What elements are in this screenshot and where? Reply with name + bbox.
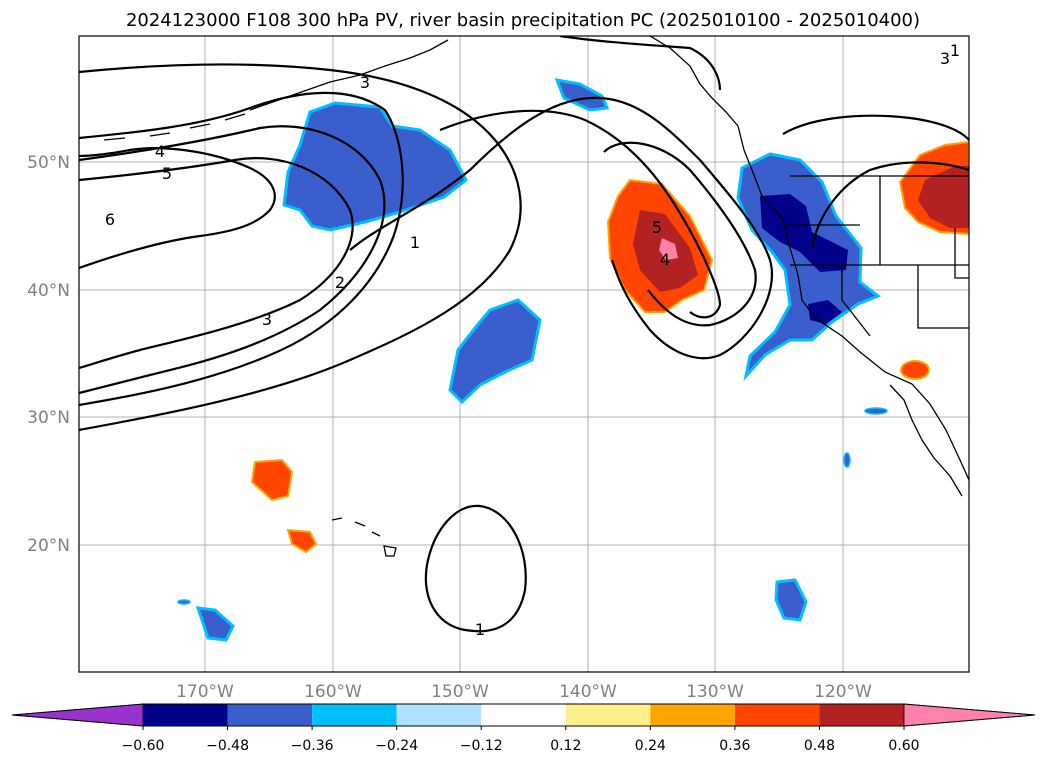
precip-area-small-west [177,599,191,605]
map-frame [78,35,970,673]
lat-label: 40°N [27,281,70,301]
contour-label: 1 [950,41,960,60]
precip-area-offshore-peak [659,238,678,260]
alaska-coastline [249,36,745,151]
colorbar: −0.60 −0.48 −0.36 −0.24 −0.12 0.12 0.24 0.36 0.4… [11,703,1036,754]
precip-area-pnw-strong [760,194,848,272]
lon-label: 150°W [431,682,489,702]
map-title: 2024123000 F108 300 hPa PV, river basin … [126,10,920,31]
contour-label: 1 [475,620,485,639]
colorbar-segment [819,704,904,726]
colorbar-tick-label: 0.24 [635,738,666,754]
colorbar-tick-label: 0.12 [550,738,581,754]
colorbar-tick-label: −0.12 [460,738,503,754]
pv-contour-lobe-outer [439,109,722,319]
precip-area-east-pacific [448,298,542,405]
contour-label: 3 [940,49,950,68]
pv-contour-northwest [559,36,722,91]
colorbar-tick-label: −0.48 [206,738,249,754]
contour-label: 3 [262,310,272,329]
aleutian-islands [103,113,246,141]
lon-label: 140°W [559,682,617,702]
pv-contour-1-main [349,96,773,360]
colorbar-tick-label: −0.36 [291,738,334,754]
colorbar-segment [565,704,651,726]
contour-label: 2 [335,273,345,292]
precip-area-subtropic-west [195,606,235,642]
colorbar-segment [143,704,228,726]
lat-label: 50°N [27,153,70,173]
colorbar-segment [227,704,313,726]
coastlines [103,36,969,557]
colorbar-tick-label: 0.36 [719,738,750,754]
precip-area-small-socal [900,360,930,380]
colorbar-arrow-high [903,703,1036,727]
contour-label: 5 [652,218,662,237]
lon-label: 170°W [176,682,234,702]
precip-area-alaska-coast [554,78,610,112]
precip-area-subtropic-east [774,578,808,622]
pv-contours [79,36,969,633]
longitude-labels: 170°W 160°W 150°W 140°W 130°W 120°W [176,682,872,702]
baja-peninsula [889,384,963,497]
contour-label: 4 [660,250,670,269]
precip-area-hawaii-north [250,458,294,502]
precip-positive-areas [250,140,969,554]
precip-area-small-baja [864,407,888,415]
lat-label: 30°N [27,408,70,428]
pv-contour-2 [79,63,522,432]
pv-contour-east [782,114,969,141]
pv-contour-5 [79,157,354,370]
pv-contour-east-inner [810,161,969,249]
colorbar-segments [11,703,1036,727]
colorbar-segment [396,704,482,726]
map-panel: 1 2 3 4 5 6 3 5 4 1 1 3 [78,35,970,673]
contour-label: 1 [410,233,420,252]
colorbar-tick-label: 0.48 [804,738,835,754]
colorbar-segment [650,704,735,726]
lon-label: 130°W [686,682,744,702]
lat-label: 20°N [27,536,70,556]
colorbar-arrow-low [11,703,144,727]
colorbar-ticks: −0.60 −0.48 −0.36 −0.24 −0.12 0.12 0.24 0.36 0.4… [122,726,920,754]
pv-contour-3-west [79,91,404,407]
state-borders [785,176,969,337]
latitude-labels: 50°N 40°N 30°N 20°N [27,153,70,556]
colorbar-tick-label: −0.24 [375,738,418,754]
colorbar-segment [312,704,397,726]
colorbar-segment [734,704,820,726]
contour-labels: 1 2 3 4 5 6 3 5 4 1 1 3 [105,41,960,639]
colorbar-tick-label: −0.60 [122,738,165,754]
pv-contour-4 [79,125,386,395]
lon-label: 160°W [304,682,362,702]
colorbar-tick-label: 0.60 [888,738,919,754]
contour-label: 5 [162,164,172,183]
colorbar-segment [481,704,566,726]
precip-area-rockies-strong [918,166,969,228]
north-america-coastline [743,149,969,481]
precip-area-hawaii-south [286,528,318,554]
precip-area-small-mexico [843,452,851,468]
contour-label: 4 [155,142,165,161]
pv-contour-lobe-inner [603,141,757,327]
pv-contour-1-south [424,504,527,633]
pv-contour-6 [79,147,276,270]
contour-label: 3 [360,73,370,92]
lon-label: 120°W [814,682,872,702]
contour-label: 6 [105,210,115,229]
precip-area-socal-strong [808,300,842,324]
hawaiian-islands [331,517,397,557]
